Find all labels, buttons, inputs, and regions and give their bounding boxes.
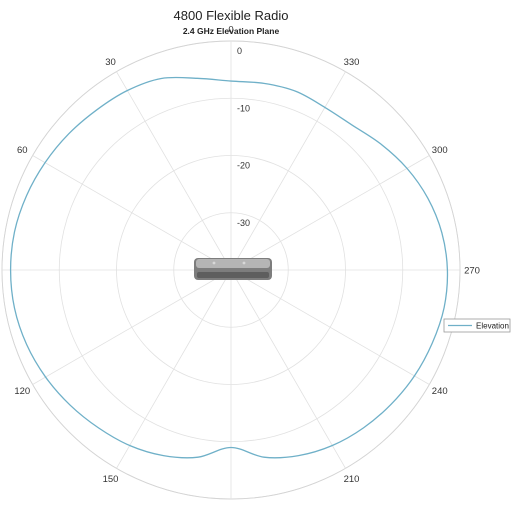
grid-spoke [32, 155, 232, 271]
angle-tick-label: 210 [344, 474, 360, 485]
grid-spoke [230, 269, 430, 385]
grid-spoke [230, 269, 346, 469]
grid-spoke [230, 155, 430, 271]
legend-label-elevation: Elevation [476, 322, 509, 331]
grid-outer-ring [1, 40, 461, 500]
grid-spoke [32, 269, 232, 385]
angle-tick-label: 240 [432, 386, 448, 397]
radial-tick-label: -30 [237, 218, 250, 228]
radial-tick-labels: 0 -10 -20 -30 [237, 46, 250, 228]
angle-tick-label: 60 [17, 145, 28, 156]
access-point-device-icon [194, 258, 272, 280]
angle-tick-label: 120 [14, 386, 30, 397]
grid-spoke [230, 71, 346, 271]
angle-tick-labels: 0306090120150180210240270300330 [14, 25, 480, 507]
legend: Elevation [443, 318, 511, 333]
radial-tick-label: 0 [237, 46, 242, 56]
grid-spoke [116, 71, 232, 271]
radial-tick-label: -20 [237, 161, 250, 171]
radial-tick-label: -10 [237, 103, 250, 113]
angle-tick-label: 150 [103, 474, 119, 485]
angle-tick-label: 0 [228, 25, 233, 36]
grid-spoke [116, 269, 232, 469]
angle-tick-label: 300 [432, 145, 448, 156]
angle-tick-label: 330 [344, 57, 360, 68]
chart-title: 4800 Flexible Radio [174, 8, 289, 23]
series-line-elevation [9, 76, 449, 459]
angle-tick-label: 30 [105, 57, 116, 68]
series-group [9, 76, 449, 459]
chart-subtitle: 2.4 GHz Elevation Plane [183, 26, 280, 36]
angle-tick-label: 270 [464, 266, 480, 277]
